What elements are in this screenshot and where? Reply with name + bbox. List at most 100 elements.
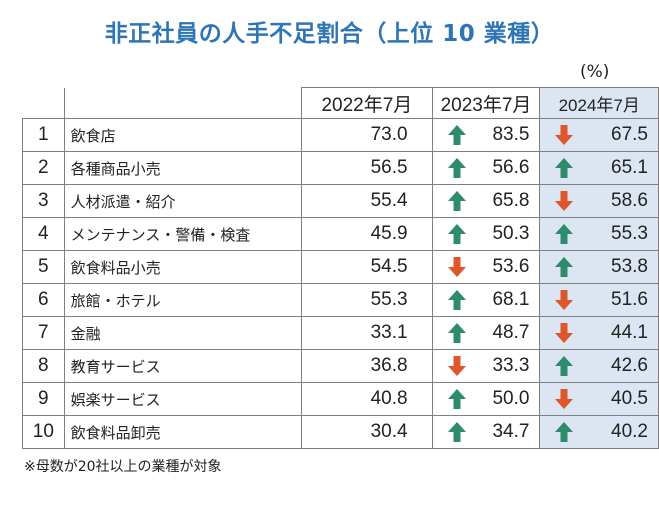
table-body: 1 飲食店 73.0 83.5 67.5 2 各種商品小売 56.5 56.6 65.1 3 人材派遣… [22, 118, 659, 449]
up-arrow-icon [447, 322, 467, 344]
industry-name-cell: 人材派遣・紹介 [63, 184, 303, 218]
value-2024-cell: 55.3 [539, 217, 659, 251]
value-2024: 51.6 [611, 289, 648, 310]
value-2024-cell: 42.6 [539, 349, 659, 383]
value-2023: 50.3 [492, 223, 530, 244]
industry-name-cell: 旅館・ホテル [63, 283, 303, 317]
value-2024: 55.3 [611, 223, 648, 244]
value-2022-cell: 54.5 [301, 250, 433, 284]
value-2023-cell: 56.6 [431, 151, 541, 185]
up-arrow-icon [447, 157, 467, 179]
value-2024-cell: 44.1 [539, 316, 659, 350]
value-2023-cell: 65.8 [431, 184, 541, 218]
value-2023: 53.6 [492, 256, 530, 277]
header-2023: 2023年7月 [431, 87, 541, 119]
down-arrow-icon [554, 190, 574, 212]
value-2024: 42.6 [611, 355, 648, 376]
value-2023-cell: 33.3 [431, 349, 541, 383]
table-row: 6 旅館・ホテル 55.3 68.1 51.6 [22, 283, 659, 317]
table-row: 3 人材派遣・紹介 55.4 65.8 58.6 [22, 184, 659, 218]
value-2022-cell: 36.8 [301, 349, 433, 383]
table-header-row: 2022年7月 2023年7月 2024年7月 [22, 87, 659, 119]
value-2023: 65.8 [492, 190, 530, 211]
up-arrow-icon [447, 289, 467, 311]
value-2024: 44.1 [611, 322, 648, 343]
down-arrow-icon [447, 355, 467, 377]
table-row: 9 娯楽サービス 40.8 50.0 40.5 [22, 382, 659, 416]
table-row: 5 飲食料品小売 54.5 53.6 53.8 [22, 250, 659, 284]
table-row: 7 金融 33.1 48.7 44.1 [22, 316, 659, 350]
value-2024-cell: 40.2 [539, 415, 659, 449]
value-2024-cell: 51.6 [539, 283, 659, 317]
rank-cell: 1 [22, 118, 65, 152]
up-arrow-icon [554, 421, 574, 443]
rank-cell: 3 [22, 184, 65, 218]
value-2022-cell: 33.1 [301, 316, 433, 350]
value-2023: 68.1 [492, 289, 530, 310]
chart-title: 非正社員の人手不足割合（上位 10 業種） [104, 21, 555, 47]
value-2023-cell: 50.3 [431, 217, 541, 251]
down-arrow-icon [554, 322, 574, 344]
industry-name-cell: 各種商品小売 [63, 151, 303, 185]
rank-cell: 4 [22, 217, 65, 251]
rank-cell: 2 [22, 151, 65, 185]
up-arrow-icon [554, 157, 574, 179]
up-arrow-icon [554, 223, 574, 245]
value-2024-cell: 65.1 [539, 151, 659, 185]
table-row: 8 教育サービス 36.8 33.3 42.6 [22, 349, 659, 383]
value-2023-cell: 83.5 [431, 118, 541, 152]
value-2024: 53.8 [611, 256, 648, 277]
header-blank-name [64, 87, 303, 119]
value-2024: 40.2 [611, 421, 648, 442]
table-row: 10 飲食料品卸売 30.4 34.7 40.2 [22, 415, 659, 449]
down-arrow-icon [447, 256, 467, 278]
header-blank-rank [22, 87, 65, 119]
unit-label: (%) [580, 62, 610, 82]
industry-name-cell: 金融 [63, 316, 303, 350]
value-2024-cell: 53.8 [539, 250, 659, 284]
up-arrow-icon [447, 388, 467, 410]
rank-cell: 10 [22, 415, 65, 449]
value-2022-cell: 30.4 [301, 415, 433, 449]
table-row: 1 飲食店 73.0 83.5 67.5 [22, 118, 659, 152]
footnote: ※母数が20社以上の業種が対象 [24, 459, 222, 475]
rank-cell: 7 [22, 316, 65, 350]
down-arrow-icon [554, 289, 574, 311]
up-arrow-icon [554, 256, 574, 278]
value-2023-cell: 68.1 [431, 283, 541, 317]
ranking-table: 2022年7月 2023年7月 2024年7月 1 飲食店 73.0 83.5 67.5… [22, 87, 659, 449]
industry-name-cell: 娯楽サービス [63, 382, 303, 416]
value-2022-cell: 40.8 [301, 382, 433, 416]
industry-name-cell: 飲食料品卸売 [63, 415, 303, 449]
table-row: 4 メンテナンス・警備・検査 45.9 50.3 55.3 [22, 217, 659, 251]
value-2022-cell: 56.5 [301, 151, 433, 185]
down-arrow-icon [554, 388, 574, 410]
down-arrow-icon [554, 124, 574, 146]
table-row: 2 各種商品小売 56.5 56.6 65.1 [22, 151, 659, 185]
header-2022: 2022年7月 [301, 87, 433, 119]
value-2023-cell: 34.7 [431, 415, 541, 449]
value-2023-cell: 50.0 [431, 382, 541, 416]
value-2024: 40.5 [611, 388, 648, 409]
value-2023: 33.3 [492, 355, 530, 376]
value-2023: 56.6 [492, 157, 530, 178]
value-2022-cell: 55.3 [301, 283, 433, 317]
value-2023: 48.7 [492, 322, 530, 343]
up-arrow-icon [447, 223, 467, 245]
rank-cell: 9 [22, 382, 65, 416]
up-arrow-icon [447, 124, 467, 146]
up-arrow-icon [554, 355, 574, 377]
value-2024-cell: 40.5 [539, 382, 659, 416]
value-2024-cell: 58.6 [539, 184, 659, 218]
value-2024: 65.1 [611, 157, 648, 178]
header-2024: 2024年7月 [539, 87, 659, 119]
industry-name-cell: メンテナンス・警備・検査 [63, 217, 303, 251]
value-2023: 50.0 [492, 388, 530, 409]
value-2022-cell: 55.4 [301, 184, 433, 218]
rank-cell: 8 [22, 349, 65, 383]
value-2024-cell: 67.5 [539, 118, 659, 152]
value-2024: 58.6 [611, 190, 648, 211]
up-arrow-icon [447, 190, 467, 212]
value-2022-cell: 45.9 [301, 217, 433, 251]
rank-cell: 6 [22, 283, 65, 317]
